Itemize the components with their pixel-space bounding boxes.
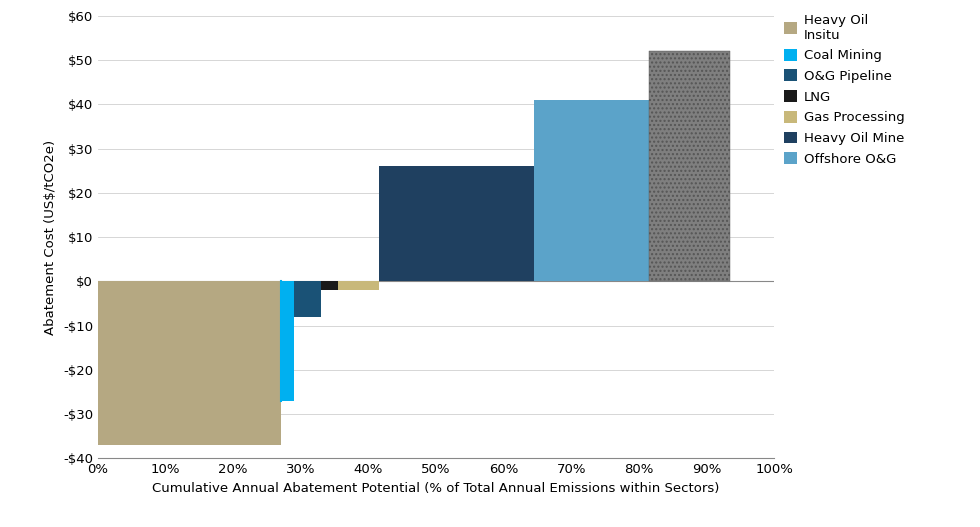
Bar	[98, 281, 280, 445]
Bar	[321, 281, 338, 290]
Bar	[534, 100, 649, 281]
Bar	[378, 167, 534, 281]
Legend: Heavy Oil
Insitu, Coal Mining, O&G Pipeline, LNG, Gas Processing, Heavy Oil Mine: Heavy Oil Insitu, Coal Mining, O&G Pipel…	[784, 14, 905, 165]
Bar	[294, 281, 321, 317]
X-axis label: Cumulative Annual Abatement Potential (% of Total Annual Emissions within Sector: Cumulative Annual Abatement Potential (%…	[153, 482, 719, 495]
Y-axis label: Abatement Cost (US$/tCO2e): Abatement Cost (US$/tCO2e)	[44, 140, 58, 335]
Bar	[280, 281, 294, 401]
Bar	[338, 281, 378, 290]
Bar	[649, 51, 730, 281]
